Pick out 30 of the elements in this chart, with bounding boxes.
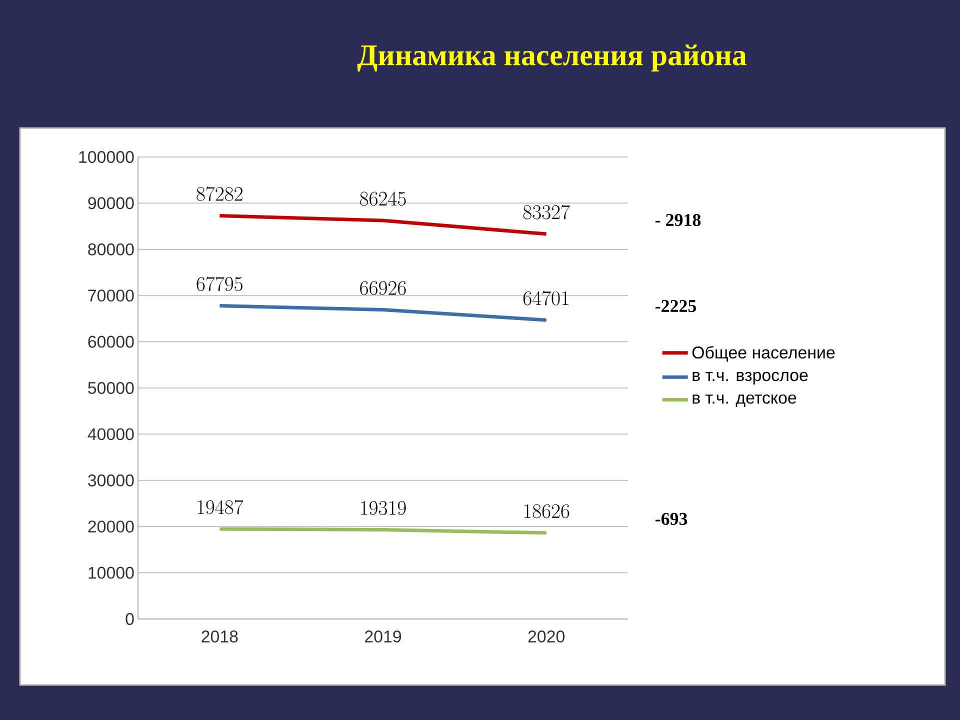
data-label: 86245: [360, 192, 406, 206]
x-tick-label: 2018: [202, 630, 238, 643]
text: - 2918: [656, 214, 701, 226]
y-tick-label: 40000: [88, 428, 134, 440]
legend-label: в т.ч. взрослое: [692, 372, 808, 384]
y-tick-label: 80000: [88, 243, 134, 256]
data-label: 18626: [524, 504, 570, 518]
y-tick-label: 10000: [88, 566, 134, 579]
legend-label: Общее население: [692, 346, 835, 362]
y-tick-label: 0: [126, 612, 134, 625]
y-tick-label: 50000: [88, 382, 134, 394]
y-tick-label: 70000: [88, 290, 134, 302]
y-tick-label: 100000: [79, 150, 134, 163]
data-label: 87282: [196, 186, 242, 201]
data-label: 19487: [198, 500, 244, 514]
y-tick-label: 30000: [88, 474, 134, 486]
data-label: 66926: [360, 281, 406, 296]
data-label: 19319: [361, 501, 406, 515]
y-tick-label: 60000: [88, 336, 134, 348]
data-label: 64701: [523, 291, 568, 306]
x-tick-label: 2020: [528, 630, 565, 643]
y-tick-label: 90000: [88, 197, 134, 210]
text: -693: [656, 512, 688, 525]
data-label: 67795: [196, 276, 242, 292]
x-tick-label: 2019: [365, 630, 402, 643]
data-label: 83327: [523, 204, 570, 220]
text: -2225: [656, 300, 696, 312]
y-tick-label: 20000: [88, 520, 134, 533]
chart-title: Динамика населения района: [357, 44, 746, 72]
legend-label: в т.ч. детское: [692, 394, 796, 407]
